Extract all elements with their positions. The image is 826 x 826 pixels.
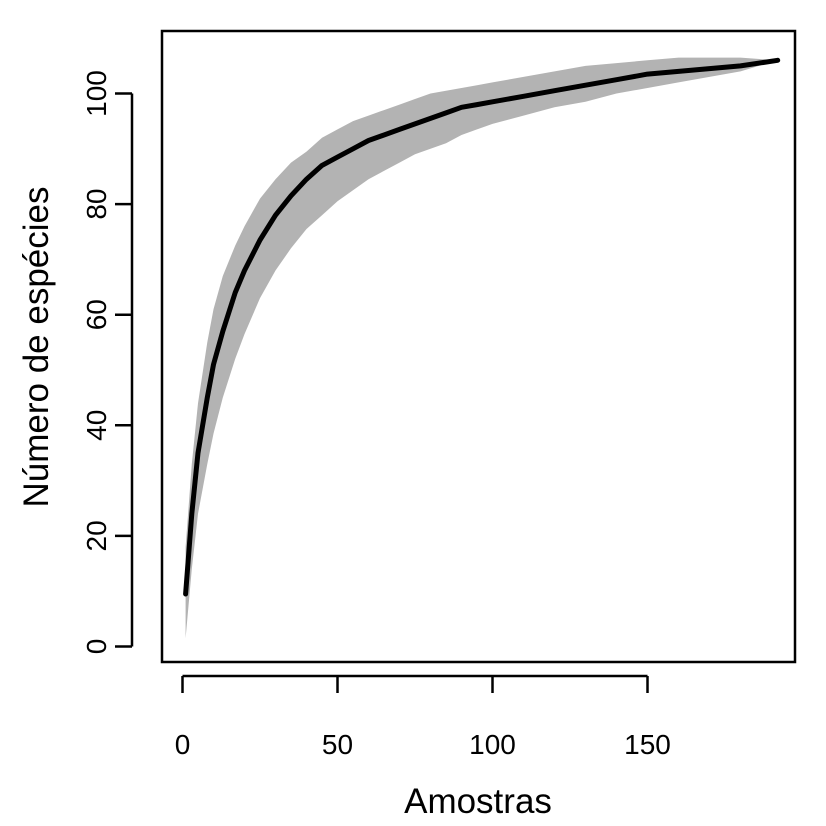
x-axis-title: Amostras (404, 782, 552, 821)
y-axis: 0 20 40 60 80 100 (81, 70, 134, 655)
x-tick-label: 150 (624, 729, 671, 760)
y-tick-label: 0 (81, 639, 112, 655)
y-tick-label: 40 (81, 410, 112, 441)
y-tick-label: 80 (81, 189, 112, 220)
y-tick-label: 100 (81, 70, 112, 117)
species-accumulation-curve (183, 57, 781, 597)
y-axis-title: Número de espécies (17, 187, 56, 508)
x-tick-label: 100 (469, 729, 516, 760)
confidence-band (185, 57, 778, 639)
y-tick-label: 20 (81, 520, 112, 551)
x-axis: 0 50 100 150 (175, 674, 671, 760)
plot-frame (160, 29, 797, 664)
y-tick-label: 60 (81, 299, 112, 330)
x-tick-label: 50 (322, 729, 353, 760)
x-tick-label: 0 (175, 729, 191, 760)
